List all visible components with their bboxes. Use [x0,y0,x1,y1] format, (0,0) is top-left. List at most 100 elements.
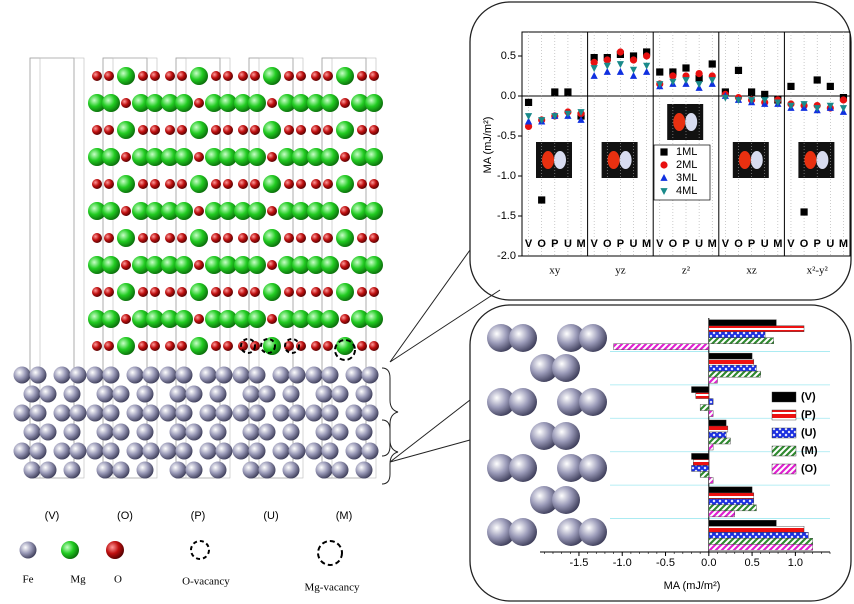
o-atom [104,125,114,135]
bar [708,337,774,344]
legend-label: O-vacancy [182,576,230,588]
fe-atom [112,423,130,441]
fe-atom [39,385,57,403]
category-label: V [656,238,664,250]
category-label: M [576,238,585,250]
bar [708,486,753,494]
mg-atom [321,256,339,274]
category-label: P [748,238,755,250]
o-atom [104,341,114,351]
x-tick-label: 1.0 [788,557,803,569]
fe-atom [69,442,87,460]
mg-atom [351,310,369,328]
fe-atom [282,385,300,403]
marker [669,68,677,76]
legend-label: Mg [70,574,86,586]
fe-atom [242,423,260,441]
fe-atom [258,385,276,403]
mg-atom [278,256,296,274]
fe-atom [232,366,250,384]
fe-atom [282,423,300,441]
mg-atom [117,337,135,355]
mg-atom [132,94,150,112]
marker [660,148,668,156]
o-atom [92,233,102,243]
mg-vacancy [334,339,356,361]
mg-atom [234,94,252,112]
o-atom [238,287,248,297]
connector [389,249,501,363]
x-tick-label: 0.5 [744,557,759,569]
o-atom [211,287,221,297]
o-atom [250,287,260,297]
o-atom [104,287,114,297]
fe-atom [530,354,558,382]
o-atom [177,125,187,135]
bar [708,358,755,366]
category-label: O [603,238,612,250]
o-vacancy [190,540,210,560]
fe-atom [258,461,276,479]
category-label: P [551,238,558,250]
o-atom [357,287,367,297]
o-atom [238,71,248,81]
y-tick-label: -1.5 [497,210,516,222]
o-atom [267,260,277,270]
mg-atom [234,310,252,328]
bar [708,532,809,539]
legend-label: O [114,574,122,586]
bar [691,453,710,460]
fe-atom [579,324,607,352]
o-atom [194,314,204,324]
mg-atom [263,175,281,193]
o-atom [311,71,321,81]
o-atom [284,71,294,81]
marker [748,97,756,104]
legend-swatch [771,391,797,403]
fe-atom [509,518,537,546]
fe-atom [345,366,363,384]
marker [721,94,729,102]
fe-atom [96,461,114,479]
fe-atom [487,324,515,352]
orbital-lobe [804,151,817,169]
mg-atom [175,94,193,112]
mg-atom [102,256,120,274]
o-atom [150,233,160,243]
legend-label: 3ML [676,172,697,184]
fe-atom [169,423,187,441]
fe-atom [136,423,154,441]
fe-atom [63,423,81,441]
mg-atom [263,121,281,139]
marker [695,74,703,82]
o-atom [150,125,160,135]
mg-atom [175,310,193,328]
panel-label: yz [615,265,626,277]
mg-atom [336,337,354,355]
fe-atom [159,404,177,422]
marker [708,60,716,68]
fe-atom [23,385,41,403]
fe-atom [13,442,31,460]
legend-label: (O) [801,463,817,475]
o-atom [138,125,148,135]
bar [708,410,714,417]
fe-atom [315,385,333,403]
marker [813,105,821,112]
fe-atom [242,461,260,479]
bar [691,386,710,393]
o-atom [323,287,333,297]
mg-atom [278,94,296,112]
mg-atom [292,94,310,112]
marker [826,102,834,110]
mg-atom [351,256,369,274]
mg-atom [365,202,383,220]
orbital-lobe [554,151,566,169]
marker [629,52,638,60]
fe-atom [199,366,217,384]
o-atom [194,152,204,162]
fe-atom [288,366,306,384]
o-atom [211,233,221,243]
fe-atom [272,442,290,460]
o-atom [177,287,187,297]
